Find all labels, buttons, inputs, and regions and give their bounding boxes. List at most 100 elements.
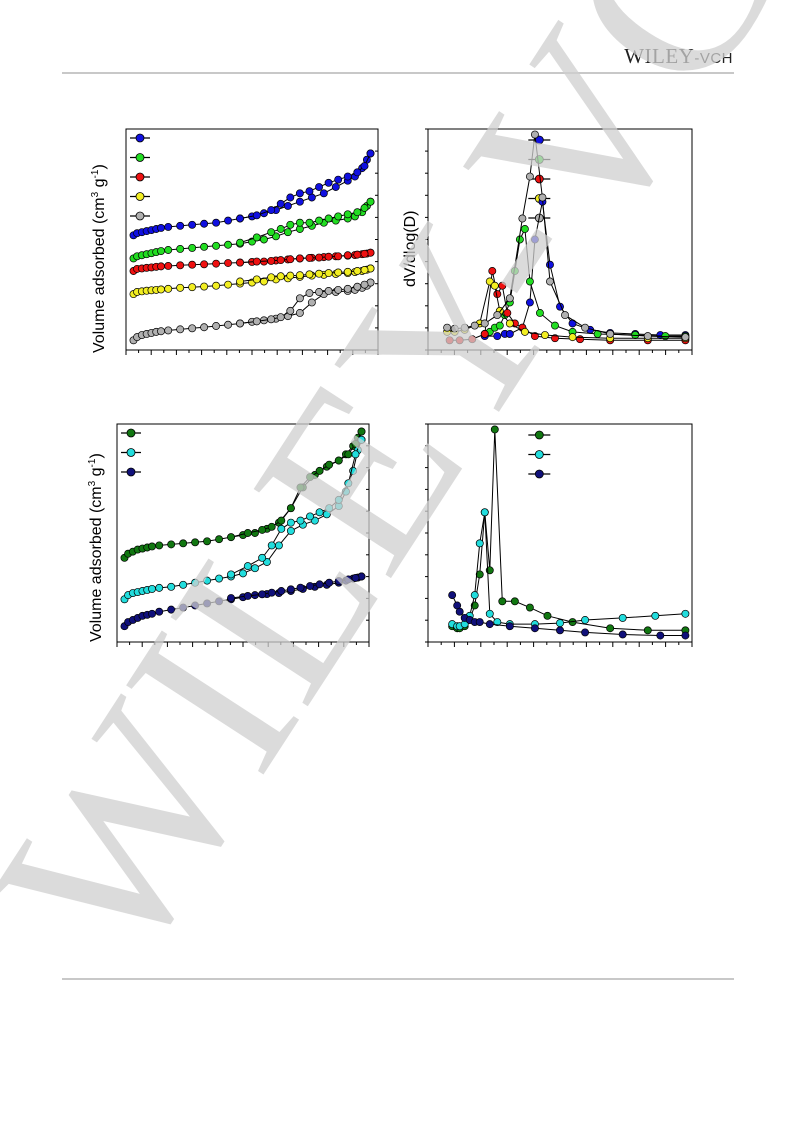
data-point [470, 321, 479, 330]
data-point [252, 317, 261, 326]
data-point [530, 624, 539, 633]
data-point [334, 175, 343, 184]
data-point [155, 607, 164, 616]
data-point [258, 553, 267, 562]
data-point [530, 130, 539, 139]
data-point [334, 285, 343, 294]
series-line [449, 270, 686, 341]
data-point [277, 587, 286, 595]
data-point [505, 319, 514, 328]
data-point [334, 212, 343, 221]
data-point [148, 542, 156, 551]
data-point [306, 473, 314, 482]
data-point [227, 594, 235, 602]
data-point [360, 204, 369, 212]
data-point [243, 529, 252, 537]
data-point [315, 580, 324, 589]
data-point [518, 214, 527, 223]
data-point [176, 221, 185, 230]
data-point [520, 327, 529, 336]
data-point [296, 483, 305, 492]
data-point [224, 240, 233, 249]
data-point [324, 178, 333, 187]
data-point [485, 620, 494, 629]
legend-marker [534, 469, 544, 479]
data-point [267, 541, 276, 550]
data-point [353, 250, 362, 259]
data-point [252, 275, 261, 284]
data-point [276, 199, 285, 208]
data-point [258, 590, 267, 599]
data-point [561, 311, 569, 320]
data-point [343, 284, 352, 293]
data-point [546, 260, 554, 269]
data-point [200, 242, 209, 251]
data-point [224, 216, 233, 225]
data-point [325, 504, 334, 513]
data-point [236, 238, 244, 247]
psd-chart-bottom [400, 420, 700, 665]
data-point [251, 564, 259, 573]
data-point [286, 306, 295, 315]
data-point [306, 582, 314, 590]
data-point [295, 271, 304, 280]
data-point [353, 168, 362, 177]
data-point [498, 281, 507, 290]
data-point [148, 584, 156, 593]
data-point [581, 628, 590, 637]
data-point [643, 332, 652, 341]
data-point [227, 533, 235, 542]
isotherm-chart-top-svg: Volume adsorbed (cm3 g-1) [90, 128, 379, 355]
data-point [157, 327, 165, 336]
data-point [164, 262, 173, 270]
data-point [556, 619, 564, 628]
data-point [443, 323, 452, 332]
data-point [164, 246, 173, 254]
data-point [267, 522, 276, 531]
data-point [319, 189, 328, 198]
data-point [157, 247, 165, 255]
data-point [485, 609, 494, 618]
data-point [576, 335, 585, 344]
data-point [200, 282, 209, 291]
legend-marker [126, 467, 136, 477]
data-point [606, 330, 615, 338]
psd-chart-top: dV/dlog(D) [400, 125, 700, 370]
data-point [295, 189, 304, 198]
data-point [353, 267, 362, 275]
data-point [267, 256, 276, 265]
data-point [480, 319, 489, 328]
data-point [315, 508, 324, 517]
data-point [530, 235, 539, 244]
data-point [366, 149, 375, 158]
data-point [498, 597, 507, 606]
data-point [155, 583, 164, 592]
series-line [452, 429, 686, 631]
data-point [286, 504, 295, 513]
data-point [525, 172, 534, 181]
data-point [283, 228, 292, 237]
data-point [360, 162, 369, 170]
data-point [286, 585, 295, 594]
legend-marker [534, 174, 544, 184]
data-point [493, 311, 502, 320]
data-point [267, 206, 276, 215]
data-point [324, 269, 333, 278]
data-point [267, 588, 276, 597]
data-point [212, 281, 221, 290]
data-point [286, 220, 295, 229]
legend-marker [126, 428, 136, 438]
data-point [334, 495, 343, 504]
psd-chart-bottom-svg [425, 423, 693, 647]
data-point [164, 284, 173, 293]
data-point [215, 597, 224, 606]
data-point [243, 592, 252, 600]
legend-marker [135, 211, 145, 221]
data-point [276, 313, 285, 322]
data-point [295, 197, 304, 206]
data-point [179, 539, 188, 548]
data-point [188, 220, 197, 229]
data-point [296, 583, 305, 592]
data-point [212, 218, 221, 227]
data-point [468, 335, 477, 344]
